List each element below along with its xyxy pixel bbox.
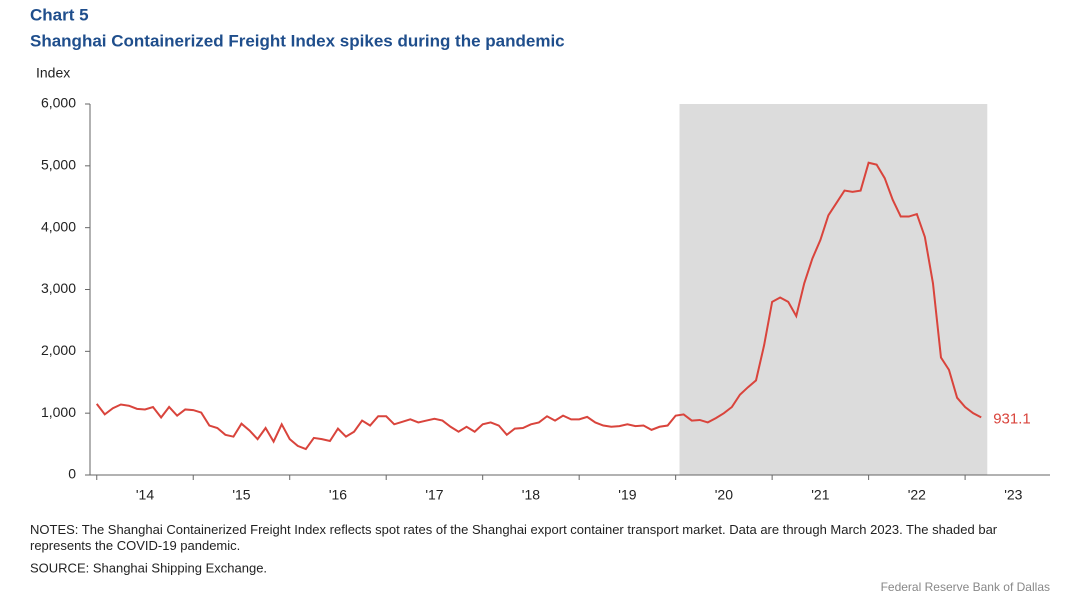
x-tick-label: '19 [618,487,636,503]
x-tick-label: '23 [1004,487,1022,503]
y-tick-label: 2,000 [41,342,76,358]
chart-label: Chart 5 [30,5,89,24]
x-tick-label: '14 [136,487,154,503]
x-tick-label: '21 [811,487,829,503]
x-tick-label: '22 [908,487,926,503]
chart-title: Shanghai Containerized Freight Index spi… [30,31,565,50]
end-value-label: 931.1 [993,410,1031,427]
y-tick-label: 5,000 [41,157,76,173]
y-tick-label: 1,000 [41,404,76,420]
source: SOURCE: Shanghai Shipping Exchange. [30,560,267,575]
x-tick-label: '18 [522,487,540,503]
x-tick-label: '15 [232,487,250,503]
shaded-period [679,104,988,475]
notes: NOTES: The Shanghai Containerized Freigh… [30,522,998,553]
y-tick-label: 4,000 [41,218,76,234]
y-tick-label: 3,000 [41,280,76,296]
x-tick-label: '17 [425,487,443,503]
line-series [95,161,982,451]
y-axis-label: Index [36,65,70,81]
x-tick-label: '16 [329,487,347,503]
y-tick-label: 6,000 [41,95,76,111]
credit: Federal Reserve Bank of Dallas [881,580,1050,594]
y-tick-label: 0 [68,466,76,482]
x-tick-label: '20 [715,487,733,503]
